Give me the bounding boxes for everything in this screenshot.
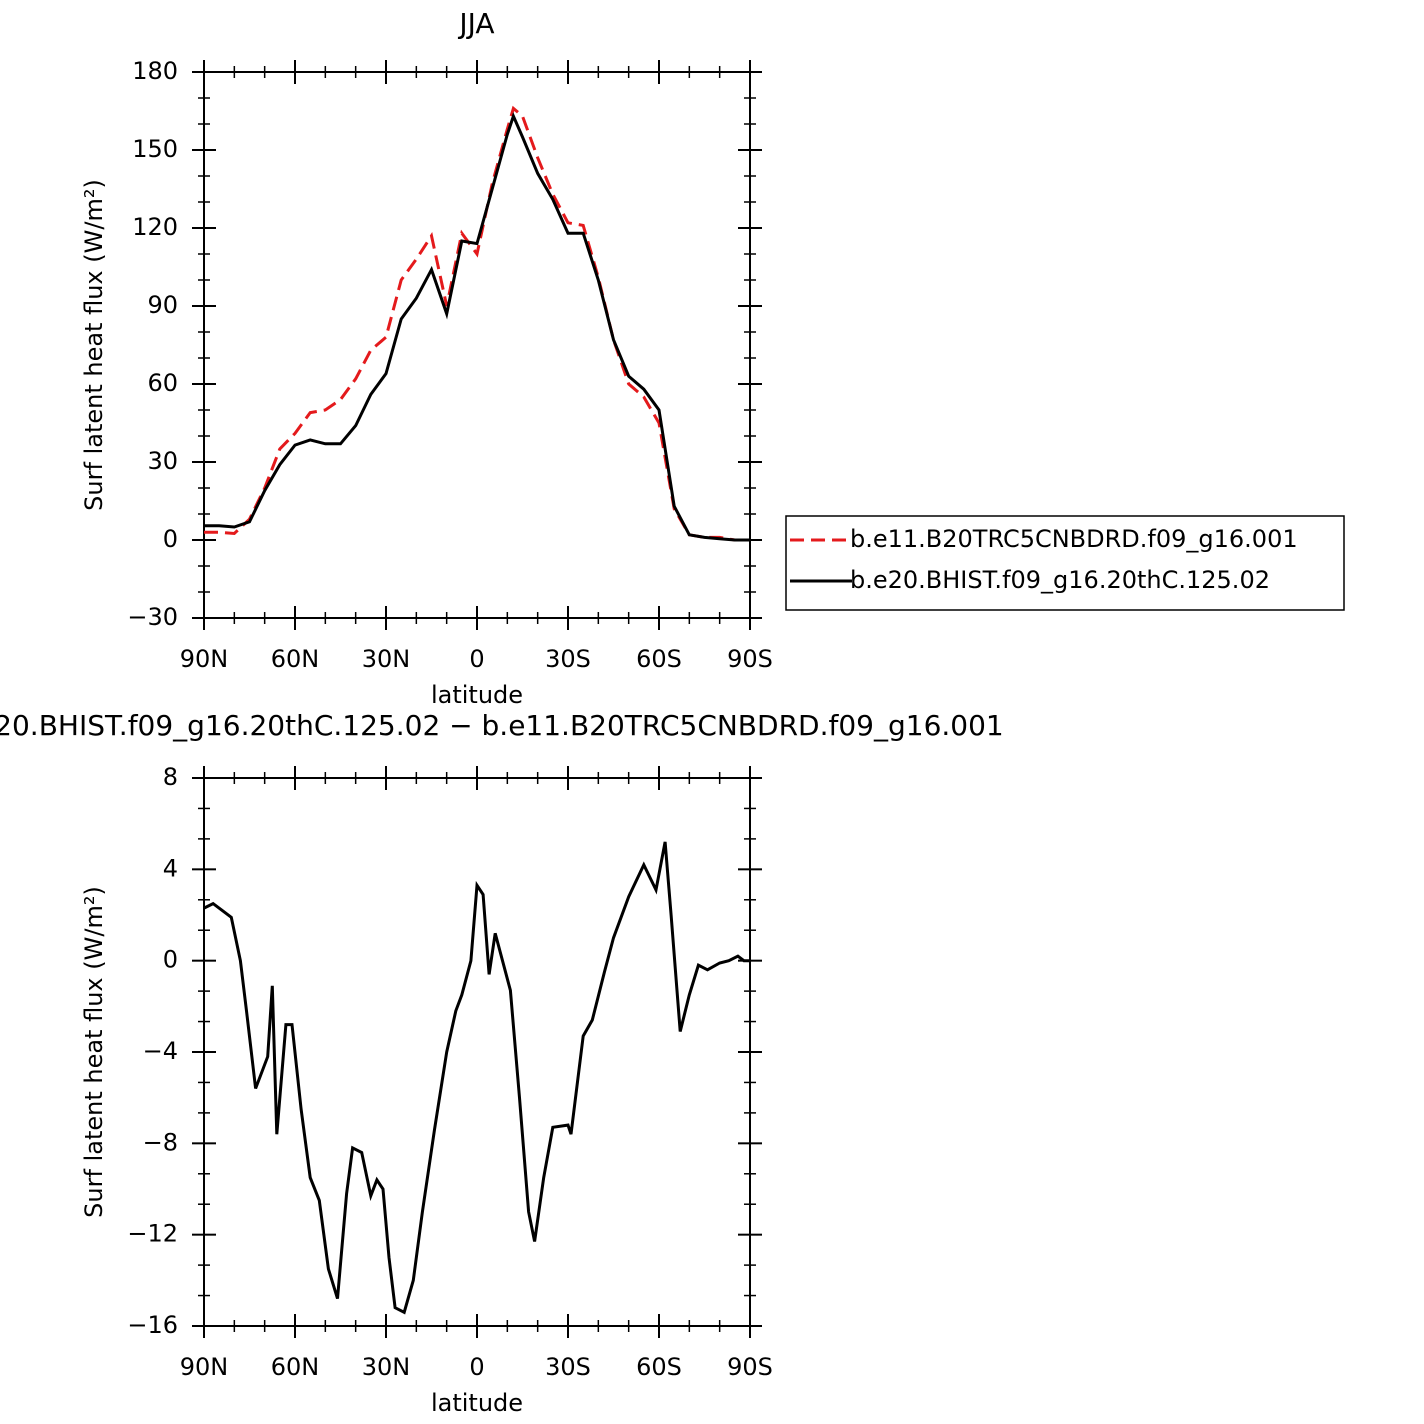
x-tick-label: 90S xyxy=(727,1353,773,1381)
x-tick-label: 90N xyxy=(180,645,229,673)
y-tick-label: −4 xyxy=(143,1037,178,1065)
legend-label: b.e20.BHIST.f09_g16.20thC.125.02 xyxy=(850,566,1270,594)
y-axis-label: Surf latent heat flux (W/m²) xyxy=(80,886,108,1218)
line-series xyxy=(203,841,750,1315)
x-tick-label: 60S xyxy=(636,645,682,673)
line-series xyxy=(204,112,750,542)
x-tick-label: 30S xyxy=(545,1353,591,1381)
x-tick-label: 90N xyxy=(180,1353,229,1381)
x-tick-label: 0 xyxy=(469,645,484,673)
y-tick-label: 60 xyxy=(147,369,178,397)
y-tick-label: 90 xyxy=(147,291,178,319)
x-axis-label: latitude xyxy=(431,681,523,709)
line-series xyxy=(204,105,750,542)
y-tick-label: 30 xyxy=(147,447,178,475)
y-tick-label: 0 xyxy=(163,946,178,974)
legend-label: b.e11.B20TRC5CNBDRD.f09_g16.001 xyxy=(850,525,1298,553)
chart-title: b.e20.BHIST.f09_g16.20thC.125.02 − b.e11… xyxy=(0,709,1004,742)
y-tick-label: 0 xyxy=(163,525,178,553)
plot-frame xyxy=(203,71,751,619)
x-tick-label: 30N xyxy=(362,1353,411,1381)
y-tick-label: −12 xyxy=(127,1220,178,1248)
y-tick-label: −8 xyxy=(143,1128,178,1156)
x-tick-label: 60N xyxy=(271,1353,320,1381)
y-axis-label: Surf latent heat flux (W/m²) xyxy=(80,179,108,511)
x-tick-label: 0 xyxy=(469,1353,484,1381)
x-tick-label: 60S xyxy=(636,1353,682,1381)
y-tick-label: −16 xyxy=(127,1311,178,1339)
y-tick-label: 8 xyxy=(163,763,178,791)
y-tick-label: 150 xyxy=(132,135,178,163)
chart-title: JJA xyxy=(457,7,494,40)
x-axis-label: latitude xyxy=(431,1389,523,1417)
x-tick-label: 30S xyxy=(545,645,591,673)
y-tick-label: −30 xyxy=(127,603,178,631)
y-tick-label: 180 xyxy=(132,57,178,85)
y-tick-label: 4 xyxy=(163,854,178,882)
legend-box xyxy=(785,515,1345,611)
x-tick-label: 60N xyxy=(271,645,320,673)
y-tick-label: 120 xyxy=(132,213,178,241)
x-tick-label: 90S xyxy=(727,645,773,673)
x-tick-label: 30N xyxy=(362,645,411,673)
